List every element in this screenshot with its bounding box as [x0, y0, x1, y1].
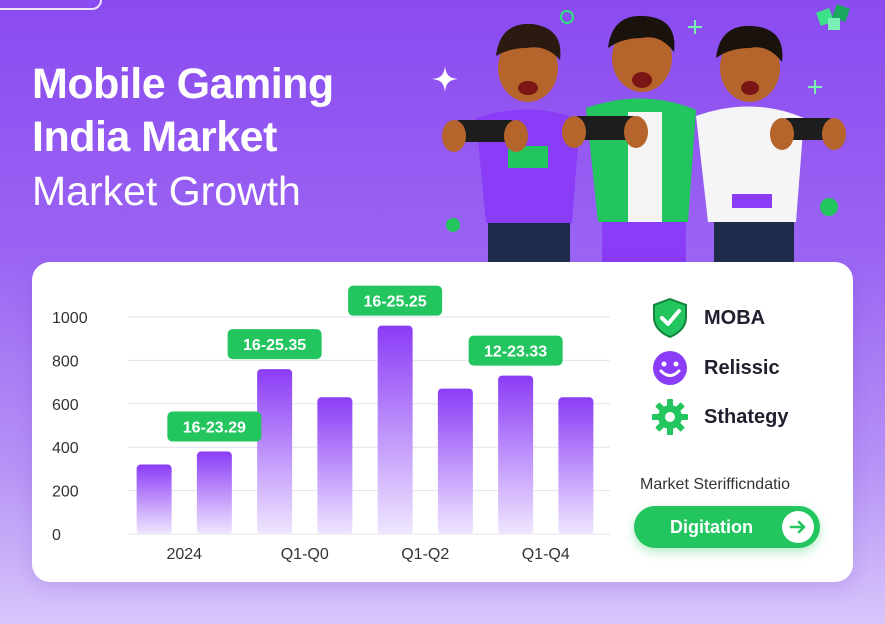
annotation-label: 16-25.25: [364, 294, 427, 311]
page-title: Mobile Gaming India Market Market Growth: [32, 58, 334, 216]
title-line-1: Mobile Gaming: [32, 60, 334, 108]
y-tick-label: 600: [52, 397, 79, 414]
market-label: Market Sterifficndatio: [640, 476, 790, 493]
y-tick-label: 0: [52, 527, 61, 544]
chart-card: 0 200 400 600 800 1000 2024 Q1-Q0 Q1-Q2 Q1-Q4 16-2…: [32, 262, 853, 582]
legend-item-sthategy: Sthategy: [650, 397, 788, 437]
green-dot-decoration: [820, 198, 838, 216]
bar: [437, 388, 473, 534]
legend-label: MOBA: [704, 306, 766, 329]
bar-chart: 0 200 400 600 800 1000 2024 Q1-Q0 Q1-Q2 Q1-Q4 16-2…: [52, 285, 610, 563]
plus-icon: [688, 20, 702, 34]
green-dot-decoration: [446, 218, 460, 232]
top-pill-decoration: [0, 0, 102, 10]
annotation-label: 12-23.33: [484, 344, 547, 361]
digitation-button[interactable]: Digitation: [634, 506, 820, 548]
shield-check-icon: [650, 298, 690, 338]
annotation-label: 16-25.35: [243, 337, 306, 354]
x-tick-label: Q1-Q4: [522, 546, 570, 563]
bar: [136, 464, 172, 534]
y-tick-label: 400: [52, 440, 79, 457]
y-tick-label: 800: [52, 353, 79, 370]
title-line-3: Market Growth: [32, 168, 301, 214]
bar: [317, 397, 353, 534]
bar: [196, 451, 232, 534]
bar: [558, 397, 594, 534]
sparkle-icon: [432, 66, 458, 92]
bar: [377, 325, 413, 534]
smiley-icon: [650, 348, 690, 388]
plus-icon: [808, 80, 822, 94]
annotation-badge: [468, 335, 563, 366]
annotation-badge: [348, 285, 443, 316]
legend-item-moba: MOBA: [650, 298, 765, 338]
bar: [257, 369, 293, 534]
y-tick-label: 200: [52, 484, 79, 501]
annotation-badge: [227, 329, 322, 360]
bar: [498, 375, 534, 534]
ring-decoration: [560, 10, 574, 24]
arrow-right-icon[interactable]: [782, 511, 814, 543]
legend-label: Sthategy: [704, 405, 789, 428]
x-tick-label: 2024: [166, 546, 202, 563]
gamers-illustration: [442, 15, 846, 264]
y-tick-label: 1000: [52, 310, 88, 327]
legend-item-relissic: Relissic: [650, 348, 780, 388]
gear-icon: [650, 397, 690, 437]
legend-label: Relissic: [704, 356, 780, 379]
x-tick-label: Q1-Q2: [401, 546, 449, 563]
annotation-badge: [167, 411, 262, 442]
title-line-2: India Market: [32, 113, 277, 161]
x-tick-label: Q1-Q0: [281, 546, 329, 563]
cube-logo-icon: [816, 4, 850, 30]
annotation-label: 16-23.29: [183, 420, 246, 437]
cta-label: Digitation: [670, 516, 753, 537]
